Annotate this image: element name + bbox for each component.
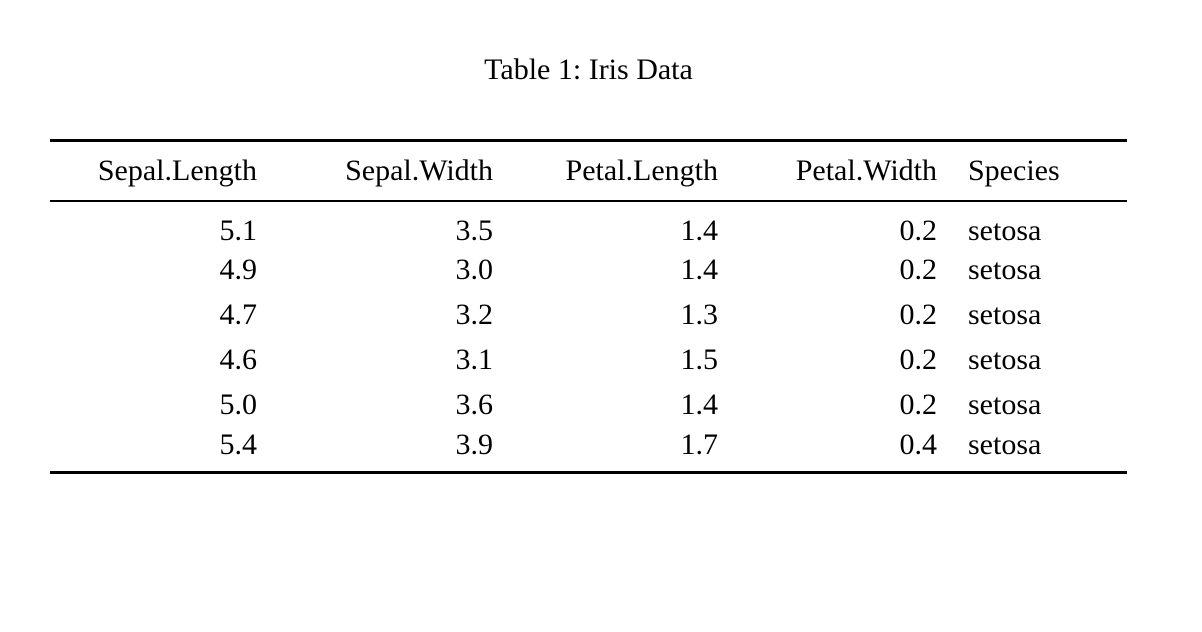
table-cell: 4.6 <box>219 343 258 376</box>
table-cell: 3.6 <box>455 388 494 421</box>
column-header-sepal-width: Sepal.Width <box>257 140 493 202</box>
table-cell: 5.1 <box>219 213 258 247</box>
table-cell: 3.5 <box>455 213 494 247</box>
table-cell: 5.0 <box>219 388 258 421</box>
table-cell: setosa <box>968 427 1042 461</box>
table-row: 4.9 3.0 1.4 0.2 setosa <box>50 248 1127 293</box>
table-row: 5.4 3.9 1.7 0.4 setosa <box>50 428 1127 473</box>
table-cell: setosa <box>968 253 1042 286</box>
table-row: 4.7 3.2 1.3 0.2 setosa <box>50 293 1127 338</box>
table-cell: 0.2 <box>899 343 938 376</box>
table-cell: 4.7 <box>219 298 258 331</box>
column-header-sepal-length: Sepal.Length <box>50 140 257 202</box>
table-cell: 1.4 <box>680 213 719 247</box>
table-cell: 0.2 <box>899 213 938 247</box>
table-cell: 4.9 <box>219 253 258 286</box>
column-header-petal-length: Petal.Length <box>493 140 718 202</box>
table-caption: Table 1: Iris Data <box>484 53 693 86</box>
iris-table: Sepal.Length Sepal.Width Petal.Length Pe… <box>50 139 1127 474</box>
column-header-species: Species <box>937 140 1127 202</box>
table-cell: 1.4 <box>680 253 719 286</box>
table-cell: 5.4 <box>219 427 258 461</box>
table-cell: 1.7 <box>680 427 719 461</box>
table-cell: 1.5 <box>680 343 719 376</box>
table-cell: 0.2 <box>899 388 938 421</box>
table-cell: 1.4 <box>680 388 719 421</box>
table-cell: 3.9 <box>455 427 494 461</box>
table-cell: setosa <box>968 213 1042 247</box>
table-cell: setosa <box>968 343 1042 376</box>
table-cell: 0.2 <box>899 253 938 286</box>
table-row: 5.1 3.5 1.4 0.2 setosa <box>50 201 1127 248</box>
table-cell: 3.2 <box>455 298 494 331</box>
column-header-petal-width: Petal.Width <box>718 140 937 202</box>
document-page: Table 1: Iris Data Sepal.Length Sepal.Wi… <box>0 52 1202 632</box>
table-cell: setosa <box>968 298 1042 331</box>
table-row: 5.0 3.6 1.4 0.2 setosa <box>50 383 1127 428</box>
table-cell: 3.0 <box>455 253 494 286</box>
table-cell: 0.4 <box>899 427 938 461</box>
table-cell: 1.3 <box>680 298 719 331</box>
table-cell: setosa <box>968 388 1042 421</box>
table-row: 4.6 3.1 1.5 0.2 setosa <box>50 338 1127 383</box>
header-row: Sepal.Length Sepal.Width Petal.Length Pe… <box>50 140 1127 202</box>
table-cell: 0.2 <box>899 298 938 331</box>
table-cell: 3.1 <box>455 343 494 376</box>
